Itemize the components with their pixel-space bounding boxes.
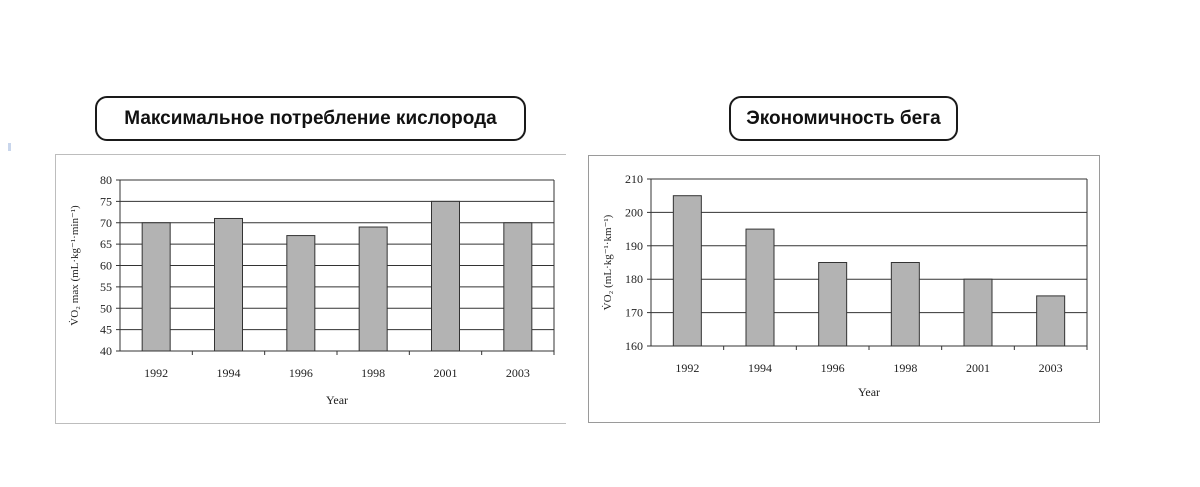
chart-frame-running-economy: 160 170 180 190 200 210 1992 1994 1996 1998 2001 20…: [588, 155, 1100, 423]
chart-vo2max: 40 45 50 55 60 65 70 75 80 1992 1994 1996 1998 2001 20…: [69, 173, 555, 407]
y-tick-label: 60: [100, 259, 112, 273]
bar: [358, 226, 388, 352]
y-tick-label: 190: [625, 239, 643, 253]
x-axis-label: Year: [326, 393, 348, 407]
bar: [890, 262, 920, 347]
y-tick-label: 200: [625, 205, 643, 219]
y-tick-label: 210: [625, 172, 643, 186]
y-tick-label: 75: [100, 194, 112, 208]
x-tick-label: 1998: [361, 366, 385, 380]
chart-title-running-economy: Экономичность бега: [729, 96, 958, 141]
bar: [214, 217, 243, 352]
bar: [503, 222, 533, 352]
x-tick-label: 1998: [893, 361, 917, 375]
y-axis-label: V̇O₂ max (mL·kg⁻¹·min⁻¹): [69, 205, 81, 326]
x-tick-label: 2001: [434, 366, 458, 380]
x-tick-label: 1996: [289, 366, 313, 380]
y-tick-label: 160: [625, 339, 643, 353]
x-tick-label: 1994: [217, 366, 241, 380]
y-tick-label: 170: [625, 306, 643, 320]
y-tick-label: 45: [100, 323, 112, 337]
bar: [818, 262, 848, 347]
y-tick-label: 55: [100, 280, 112, 294]
x-tick-label: 1992: [144, 366, 168, 380]
bar: [431, 200, 460, 352]
bar: [672, 195, 702, 347]
bar: [1036, 295, 1066, 347]
decorative-marker: [8, 143, 11, 151]
chart-running-economy: 160 170 180 190 200 210 1992 1994 1996 1998 2001 20…: [602, 172, 1088, 399]
chart-frame-vo2max: 40 45 50 55 60 65 70 75 80 1992 1994 1996 1998 2001 20…: [55, 154, 566, 424]
bar: [745, 228, 775, 347]
y-tick-label: 180: [625, 272, 643, 286]
x-tick-label: 2001: [966, 361, 990, 375]
y-tick-label: 80: [100, 173, 112, 187]
y-tick-label: 70: [100, 216, 112, 230]
x-axis-label: Year: [858, 385, 880, 399]
x-tick-label: 1992: [675, 361, 699, 375]
y-axis-label: V̇O₂ (mL·kg⁻¹·km⁻¹): [602, 214, 614, 310]
bar: [141, 222, 171, 352]
x-tick-label: 2003: [1039, 361, 1063, 375]
x-tick-label: 1996: [821, 361, 845, 375]
x-tick-label: 2003: [506, 366, 530, 380]
bar: [963, 278, 993, 347]
chart-title-vo2max: Максимальное потребление кислорода: [95, 96, 526, 141]
y-tick-label: 65: [100, 237, 112, 251]
x-tick-label: 1994: [748, 361, 772, 375]
y-tick-label: 50: [100, 301, 112, 315]
y-tick-label: 40: [100, 344, 112, 358]
bar: [286, 235, 316, 352]
